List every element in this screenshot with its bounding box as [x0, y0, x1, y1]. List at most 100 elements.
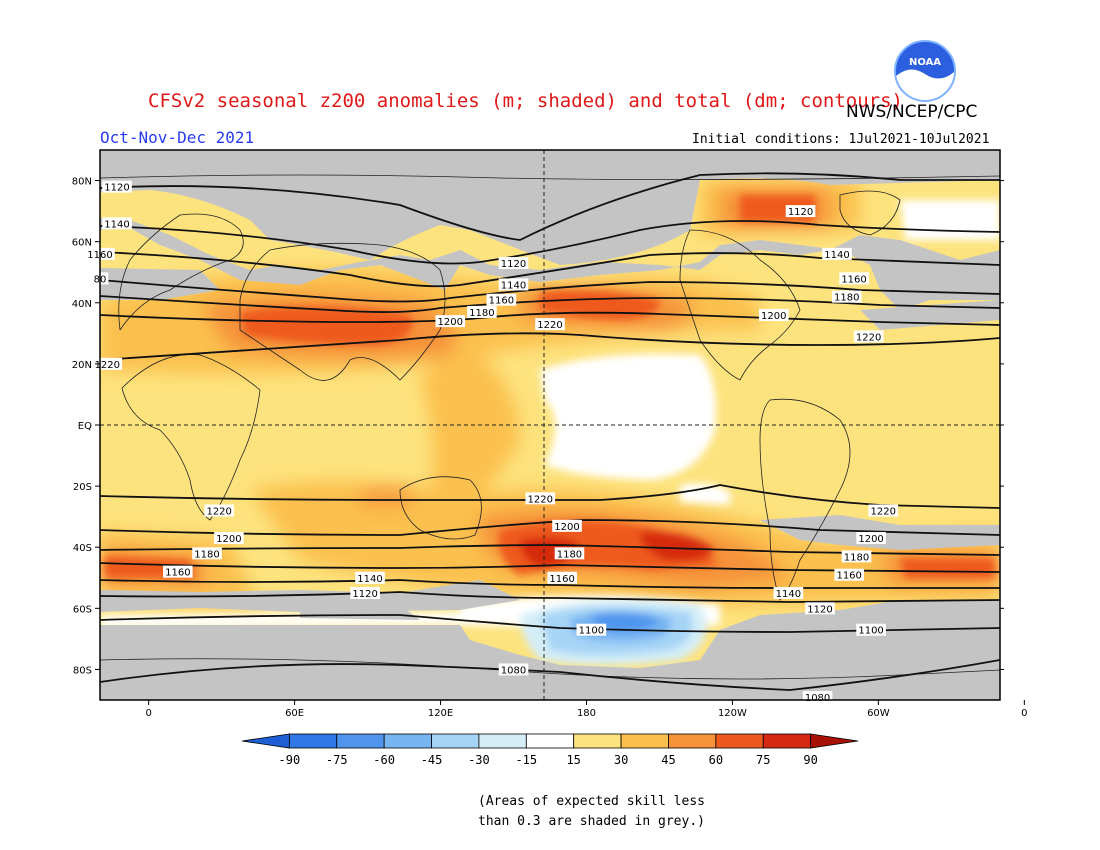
season-label: Oct-Nov-Dec 2021 — [100, 128, 255, 147]
contour-label-bg — [498, 278, 529, 291]
contour-label: 1160 — [549, 574, 574, 585]
contour-label: 1120 — [807, 604, 832, 615]
colorbar-swatch — [573, 733, 622, 749]
colorbar-swatch — [288, 733, 338, 749]
noaa-logo: NOAA — [894, 40, 956, 102]
colorbar-label: 90 — [803, 753, 817, 767]
lon-tick-label: 180 — [577, 708, 596, 719]
colorbar-label: -15 — [515, 753, 537, 767]
latitude-axis: 80N 60N 40N 20N EQ 20S 40S 60S 80S — [72, 177, 1004, 676]
contour-label: 1180 — [469, 308, 494, 319]
contour-label: 1180 — [557, 549, 582, 560]
lon-tick-label: 120E — [428, 708, 453, 719]
colorbar-swatch — [715, 733, 764, 749]
lat-tick-label: 20N — [72, 360, 92, 371]
contour-label-bg — [435, 315, 466, 328]
anomaly-colorbar: -90 -75 -60 -45 -30 -15 15 30 45 60 75 90 — [241, 733, 859, 767]
colorbar-label: 60 — [709, 753, 723, 767]
colorbar-swatch — [431, 733, 480, 749]
contour-label-bg — [841, 550, 872, 563]
skill-note-line2: than 0.3 are shaded in grey.) — [478, 814, 705, 829]
contour-label: 1140 — [104, 219, 129, 230]
contour-label-bg — [102, 217, 132, 230]
contour-label: 1200 — [761, 311, 786, 322]
contour-label: 1120 — [501, 259, 526, 270]
contour-label: 1120 — [104, 183, 129, 194]
contour-label: 1220 — [856, 332, 881, 343]
contour-label: 1160 — [836, 571, 861, 582]
contour-label-bg — [552, 519, 582, 532]
contour-label-bg — [350, 587, 380, 600]
contour-label: 1220 — [206, 507, 231, 518]
contour-label-bg — [525, 492, 556, 505]
colorbar-label: -45 — [421, 753, 443, 767]
contour-label: 1200 — [858, 534, 883, 545]
contour-label: 1160 — [489, 296, 514, 307]
lat-tick-label: 60N — [72, 238, 92, 249]
lat-tick-label: 40S — [73, 543, 92, 554]
contour-label-bg — [785, 205, 816, 218]
lon-tick-label: 60E — [285, 708, 304, 719]
contour-label-bg — [822, 247, 852, 260]
contour-label: 1160 — [165, 568, 190, 579]
lon-tick-label: 0 — [1021, 708, 1027, 719]
contour-label-bg — [856, 623, 886, 636]
contour-label-bg — [547, 571, 577, 584]
lat-tick-label: 40N — [72, 299, 92, 310]
lat-tick-label: 80S — [73, 665, 92, 676]
contour-label: 1220 — [528, 494, 553, 505]
contour-label-bg — [355, 571, 385, 584]
contour-label-bg — [773, 587, 804, 600]
contour-label-bg — [214, 532, 244, 545]
contour-label: 1120 — [352, 589, 377, 600]
contour-label-bg — [834, 568, 864, 581]
contour-label-bg — [853, 330, 884, 343]
colorbar-swatch — [336, 733, 385, 749]
contour-label-bg — [467, 305, 497, 318]
colorbar-swatch — [762, 733, 812, 749]
contour-label: 1100 — [858, 626, 883, 637]
contour-label: 1080 — [501, 665, 526, 676]
lon-tick-label: 120W — [718, 708, 747, 719]
contour-label: 1080 — [805, 693, 830, 704]
colorbar-label: 75 — [756, 753, 770, 767]
contour-label-bg — [163, 565, 193, 578]
contour-label: 1220 — [95, 360, 120, 371]
contour-label-bg — [576, 623, 607, 636]
colorbar-swatch — [525, 733, 575, 749]
contour-label: 1100 — [579, 626, 604, 637]
initial-conditions-label: Initial conditions: 1Jul2021-10Jul2021 — [692, 132, 990, 147]
colorbar-arrow-low — [241, 733, 290, 749]
contour-label: 1200 — [438, 317, 463, 328]
contour-label: 1140 — [501, 280, 526, 291]
contour-label: 1180 — [834, 293, 859, 304]
contour-label: 1220 — [537, 320, 562, 331]
colorbar-swatch — [478, 733, 527, 749]
contour-label-bg — [758, 309, 789, 321]
colorbar-swatch — [620, 733, 669, 749]
contour-label: 1200 — [216, 534, 241, 545]
contour-label: 1160 — [841, 274, 866, 285]
colorbar-label: 15 — [566, 753, 580, 767]
longitude-axis: 0 60E 120E 180 120W 60W 0 — [145, 700, 1028, 719]
colorbar-label: 30 — [614, 753, 628, 767]
lat-tick-label: 20S — [73, 482, 92, 493]
contour-label-bg — [868, 504, 899, 517]
contour-label: 1220 — [871, 507, 896, 518]
contour-label-bg — [535, 318, 565, 331]
anomaly-shading — [100, 150, 1000, 700]
lat-tick-label: EQ — [78, 421, 92, 432]
contour-label-bg — [498, 257, 529, 270]
contour-label-bg — [805, 602, 835, 615]
lat-tick-label: 60S — [73, 604, 92, 615]
contour-label: 1200 — [554, 522, 579, 533]
colorbar-label: -75 — [326, 753, 348, 767]
contour-label: 1140 — [824, 250, 849, 261]
contour-label: 1140 — [776, 589, 801, 600]
colorbar-swatch — [383, 733, 432, 749]
contour-label-bg — [192, 547, 222, 560]
contour-label-bg — [498, 663, 529, 676]
lat-tick-label: 80N — [72, 177, 92, 188]
colorbar-label: -90 — [279, 753, 301, 767]
